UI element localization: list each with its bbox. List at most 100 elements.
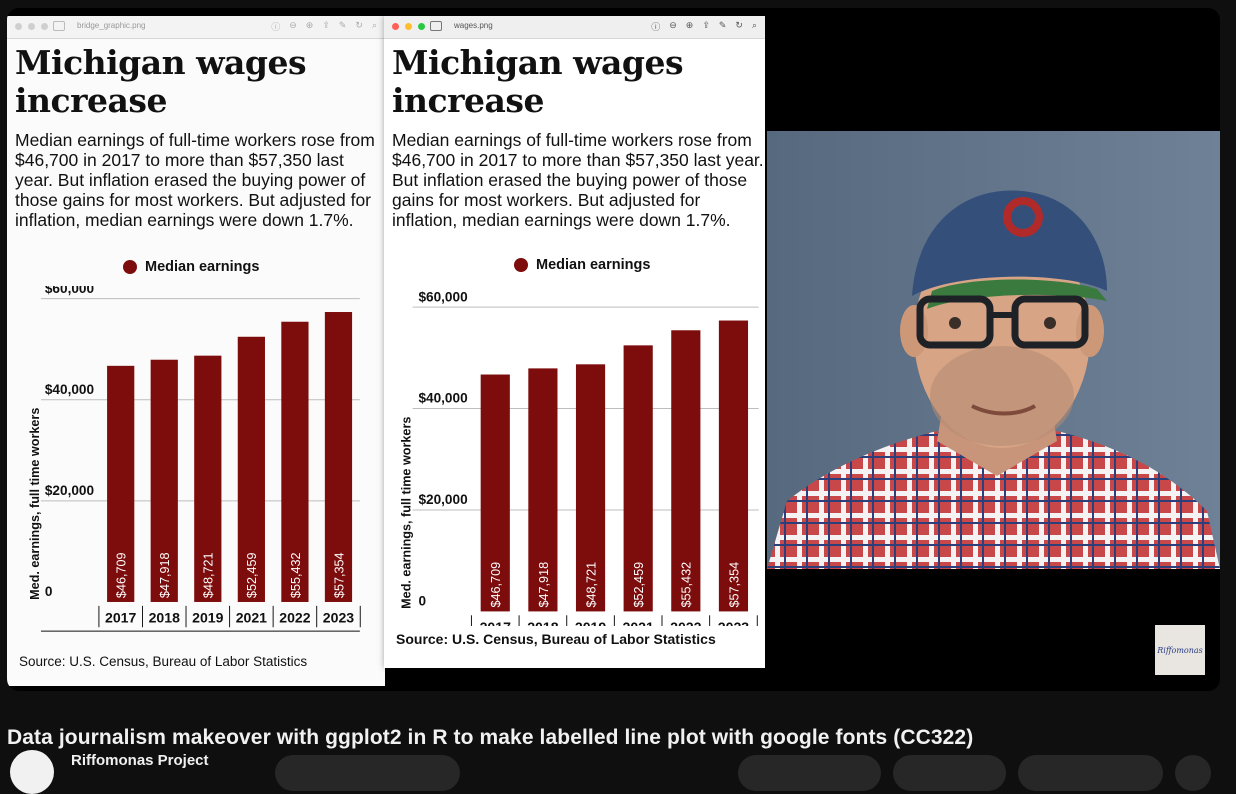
y-tick-label: $40,000 bbox=[45, 382, 95, 397]
legend-swatch bbox=[514, 258, 528, 272]
y-tick-label: $40,000 bbox=[418, 391, 468, 406]
bar bbox=[575, 364, 606, 612]
x-tick-label: 2021 bbox=[236, 609, 267, 625]
channel-watermark[interactable]: Riffomonas bbox=[1155, 625, 1205, 675]
bar-value-label: $48,721 bbox=[584, 562, 598, 608]
bar-value-label: $55,432 bbox=[289, 552, 303, 598]
bar-value-label: $48,721 bbox=[202, 552, 216, 598]
bar bbox=[107, 365, 135, 602]
presenter-image bbox=[767, 131, 1220, 569]
x-tick-label: 2017 bbox=[105, 609, 136, 625]
subscribe-button[interactable] bbox=[275, 755, 460, 791]
bar bbox=[623, 345, 653, 612]
chart-subtitle: Median earnings of full-time workers ros… bbox=[392, 130, 764, 230]
y-axis-label: Med. earnings, full time workers bbox=[400, 417, 414, 609]
x-tick-label: 2018 bbox=[149, 609, 180, 625]
minimize-window-button[interactable] bbox=[405, 23, 412, 30]
video-title: Data journalism makeover with ggplot2 in… bbox=[7, 726, 974, 750]
y-tick-label: $60,000 bbox=[418, 289, 468, 304]
bar-value-label: $47,918 bbox=[158, 552, 172, 598]
bar-chart-right: 0 $20,000 $40,000 $60,000 Med. earnings, ful… bbox=[400, 289, 759, 626]
video-player[interactable]: bridge_graphic.png ⓘ ⊖ ⊕ ⇪ ✎ ↻ ⌕ Michiga… bbox=[7, 8, 1220, 691]
like-button[interactable] bbox=[738, 755, 881, 791]
window-filename: wages.png bbox=[454, 21, 493, 30]
bar-value-label: $46,709 bbox=[489, 562, 503, 608]
sidebar-toggle-icon[interactable] bbox=[430, 21, 442, 31]
x-tick-label: 2022 bbox=[670, 619, 701, 626]
zoom-out-icon[interactable]: ⊖ bbox=[669, 20, 677, 30]
minimize-window-button[interactable] bbox=[28, 23, 35, 30]
bar bbox=[718, 320, 749, 612]
share-icon[interactable]: ⇪ bbox=[702, 20, 710, 30]
chart-legend: Median earnings bbox=[123, 259, 259, 275]
x-tick-label: 2017 bbox=[480, 619, 511, 626]
window-titlebar: wages.png ⓘ ⊖ ⊕ ⇪ ✎ ↻ ⌕ bbox=[384, 16, 765, 39]
share-button[interactable] bbox=[893, 755, 1006, 791]
y-tick-label: $20,000 bbox=[45, 483, 95, 498]
bar-chart-left: 0 $20,000 $40,000 $60,000 Med. earnings, ful… bbox=[28, 286, 361, 632]
zoom-out-icon[interactable]: ⊖ bbox=[289, 20, 297, 30]
bar bbox=[324, 312, 353, 602]
bar-value-label: $57,354 bbox=[332, 552, 346, 598]
window-filename: bridge_graphic.png bbox=[77, 21, 146, 30]
bar-value-label: $52,459 bbox=[632, 562, 646, 608]
zoom-window-button[interactable] bbox=[418, 23, 425, 30]
x-tick-label: 2019 bbox=[192, 609, 223, 625]
x-tick-label: 2019 bbox=[575, 619, 606, 626]
info-icon[interactable]: ⓘ bbox=[271, 22, 281, 32]
markup-icon[interactable]: ✎ bbox=[338, 20, 347, 30]
chart-title: Michigan wages increase bbox=[15, 43, 307, 120]
bar-value-label: $47,918 bbox=[537, 562, 551, 608]
x-tick-label: 2022 bbox=[279, 609, 310, 625]
chart-source: Source: U.S. Census, Bureau of Labor Sta… bbox=[396, 631, 716, 647]
bar-value-label: $46,709 bbox=[115, 552, 129, 598]
chart-source: Source: U.S. Census, Bureau of Labor Sta… bbox=[19, 654, 308, 669]
bar-value-label: $57,354 bbox=[727, 562, 741, 608]
y-tick-label: 0 bbox=[45, 584, 53, 599]
presenter-webcam bbox=[767, 131, 1220, 569]
more-actions-button[interactable] bbox=[1175, 755, 1211, 791]
rotate-icon[interactable]: ↻ bbox=[355, 20, 363, 30]
x-tick-label: 2018 bbox=[527, 619, 558, 626]
chart-title: Michigan wages increase bbox=[392, 43, 684, 120]
legend-label: Median earnings bbox=[536, 257, 651, 273]
channel-name[interactable]: Riffomonas Project bbox=[71, 752, 209, 769]
bar bbox=[671, 330, 701, 612]
bar-value-label: $55,432 bbox=[680, 562, 694, 608]
y-tick-label: $20,000 bbox=[418, 492, 468, 507]
markup-icon[interactable]: ✎ bbox=[718, 20, 727, 30]
zoom-window-button[interactable] bbox=[41, 23, 48, 30]
download-button[interactable] bbox=[1018, 755, 1163, 791]
x-tick-label: 2021 bbox=[623, 619, 654, 626]
zoom-in-icon[interactable]: ⊕ bbox=[685, 20, 694, 30]
bar bbox=[150, 359, 178, 602]
x-tick-label: 2023 bbox=[718, 619, 749, 626]
rotate-icon[interactable]: ↻ bbox=[735, 20, 743, 30]
zoom-in-icon[interactable]: ⊕ bbox=[305, 20, 314, 30]
legend-swatch bbox=[123, 260, 137, 274]
close-window-button[interactable] bbox=[15, 23, 22, 30]
preview-window-left: bridge_graphic.png ⓘ ⊖ ⊕ ⇪ ✎ ↻ ⌕ Michiga… bbox=[7, 16, 385, 686]
search-icon[interactable]: ⌕ bbox=[371, 20, 377, 30]
chart-legend: Median earnings bbox=[514, 257, 650, 273]
y-tick-label: 0 bbox=[418, 594, 426, 609]
sidebar-toggle-icon[interactable] bbox=[53, 21, 65, 31]
search-icon[interactable]: ⌕ bbox=[751, 20, 757, 30]
bar bbox=[281, 321, 309, 602]
bar bbox=[528, 368, 558, 612]
chart-subtitle: Median earnings of full-time workers ros… bbox=[15, 130, 375, 230]
y-tick-label: $60,000 bbox=[45, 286, 95, 296]
bar bbox=[237, 336, 265, 602]
x-tick-label: 2023 bbox=[323, 609, 354, 625]
window-titlebar: bridge_graphic.png ⓘ ⊖ ⊕ ⇪ ✎ ↻ ⌕ bbox=[7, 16, 385, 39]
bar bbox=[194, 355, 222, 602]
preview-window-right: wages.png ⓘ ⊖ ⊕ ⇪ ✎ ↻ ⌕ Michigan wages i… bbox=[384, 16, 765, 668]
y-axis-label: Med. earnings, full time workers bbox=[28, 408, 42, 600]
share-icon[interactable]: ⇪ bbox=[322, 20, 330, 30]
bar bbox=[480, 374, 510, 612]
legend-label: Median earnings bbox=[145, 259, 260, 275]
info-icon[interactable]: ⓘ bbox=[651, 22, 661, 32]
channel-avatar[interactable] bbox=[10, 750, 54, 794]
close-window-button[interactable] bbox=[392, 23, 399, 30]
bar-value-label: $52,459 bbox=[245, 552, 259, 598]
